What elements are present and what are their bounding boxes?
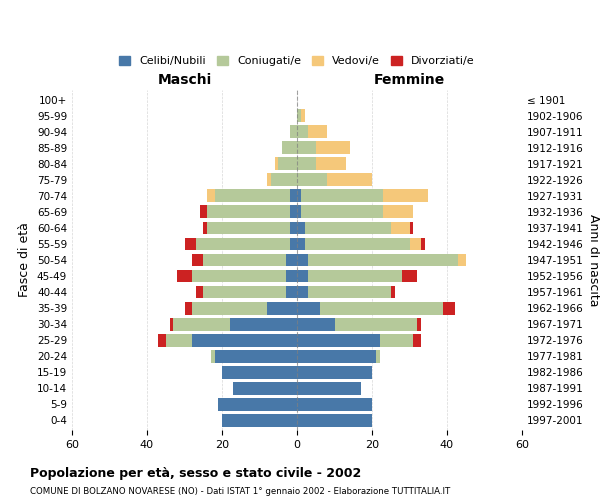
Bar: [297, 318, 335, 330]
Bar: [327, 174, 372, 186]
Bar: [376, 350, 380, 362]
Bar: [316, 142, 349, 154]
Bar: [185, 238, 196, 250]
Bar: [297, 174, 327, 186]
Bar: [211, 350, 215, 362]
Bar: [267, 174, 271, 186]
Bar: [297, 158, 316, 170]
Bar: [383, 206, 413, 218]
Bar: [305, 238, 409, 250]
Bar: [177, 270, 192, 282]
Text: Popolazione per età, sesso e stato civile - 2002: Popolazione per età, sesso e stato civil…: [30, 468, 361, 480]
Bar: [290, 190, 297, 202]
Bar: [417, 318, 421, 330]
Bar: [203, 254, 286, 266]
Bar: [380, 334, 413, 346]
Bar: [192, 270, 286, 282]
Bar: [297, 270, 308, 282]
Bar: [458, 254, 466, 266]
Bar: [267, 302, 297, 314]
Bar: [229, 318, 297, 330]
Bar: [286, 270, 297, 282]
Bar: [207, 222, 290, 234]
Bar: [301, 109, 305, 122]
Bar: [421, 238, 425, 250]
Bar: [297, 350, 376, 362]
Bar: [199, 206, 207, 218]
Bar: [290, 126, 297, 138]
Bar: [196, 286, 203, 298]
Bar: [308, 126, 327, 138]
Bar: [286, 286, 297, 298]
Bar: [316, 158, 346, 170]
Bar: [297, 254, 308, 266]
Bar: [222, 414, 297, 427]
Bar: [203, 286, 286, 298]
Y-axis label: Fasce di età: Fasce di età: [19, 222, 31, 298]
Bar: [192, 334, 297, 346]
Bar: [215, 350, 297, 362]
Bar: [301, 190, 383, 202]
Bar: [233, 382, 297, 394]
Bar: [192, 254, 203, 266]
Bar: [297, 366, 372, 378]
Text: Maschi: Maschi: [157, 73, 212, 87]
Bar: [301, 206, 383, 218]
Bar: [271, 174, 297, 186]
Bar: [297, 190, 301, 202]
Bar: [320, 302, 443, 314]
Bar: [391, 286, 395, 298]
Bar: [290, 222, 297, 234]
Bar: [278, 158, 297, 170]
Bar: [290, 238, 297, 250]
Text: Femmine: Femmine: [374, 73, 445, 87]
Bar: [308, 254, 458, 266]
Text: COMUNE DI BOLZANO NOVARESE (NO) - Dati ISTAT 1° gennaio 2002 - Elaborazione TUTT: COMUNE DI BOLZANO NOVARESE (NO) - Dati I…: [30, 488, 450, 496]
Bar: [218, 398, 297, 411]
Legend: Celibi/Nubili, Coniugati/e, Vedovi/e, Divorziati/e: Celibi/Nubili, Coniugati/e, Vedovi/e, Di…: [115, 52, 479, 70]
Bar: [297, 286, 308, 298]
Bar: [391, 222, 409, 234]
Bar: [203, 222, 207, 234]
Bar: [409, 238, 421, 250]
Bar: [207, 190, 215, 202]
Bar: [409, 222, 413, 234]
Bar: [297, 398, 372, 411]
Bar: [308, 286, 391, 298]
Bar: [173, 318, 229, 330]
Bar: [166, 334, 192, 346]
Bar: [158, 334, 166, 346]
Bar: [297, 334, 380, 346]
Bar: [192, 302, 267, 314]
Bar: [282, 142, 297, 154]
Bar: [297, 238, 305, 250]
Bar: [335, 318, 417, 330]
Bar: [383, 190, 428, 202]
Bar: [222, 366, 297, 378]
Bar: [297, 109, 301, 122]
Bar: [170, 318, 173, 330]
Bar: [275, 158, 278, 170]
Bar: [297, 302, 320, 314]
Bar: [297, 206, 301, 218]
Bar: [290, 206, 297, 218]
Bar: [297, 222, 305, 234]
Bar: [196, 238, 290, 250]
Bar: [297, 142, 316, 154]
Bar: [402, 270, 417, 282]
Bar: [305, 222, 391, 234]
Bar: [207, 206, 290, 218]
Bar: [308, 270, 402, 282]
Bar: [297, 414, 372, 427]
Bar: [286, 254, 297, 266]
Bar: [413, 334, 421, 346]
Bar: [185, 302, 192, 314]
Bar: [443, 302, 455, 314]
Bar: [297, 126, 308, 138]
Y-axis label: Anni di nascita: Anni di nascita: [587, 214, 600, 306]
Bar: [297, 382, 361, 394]
Bar: [215, 190, 290, 202]
